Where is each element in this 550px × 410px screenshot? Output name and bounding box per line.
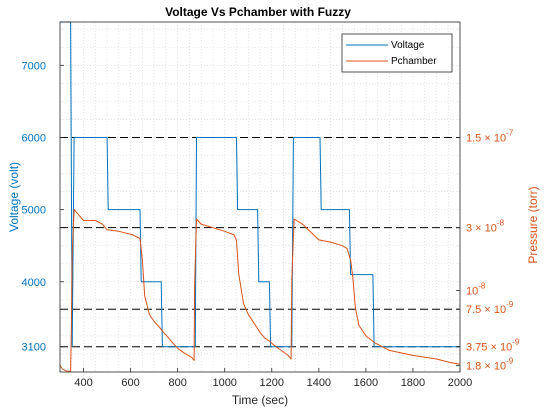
y-tick-label-right: 3 × 10-8 (466, 219, 505, 235)
x-axis-label: Time (sec) (232, 393, 288, 407)
y-tick-label-left: 6000 (22, 132, 46, 144)
grid (60, 22, 460, 372)
y-tick-label-right: 10-8 (466, 281, 486, 297)
y-tick-label-right: 3.75 × 10-9 (466, 338, 520, 354)
legend-label-pchamber: Pchamber (391, 56, 437, 67)
x-tick-label: 1000 (212, 377, 236, 389)
series-line-pchamber (59, 209, 461, 372)
y-tick-label-right: 1.8 × 10-9 (466, 357, 514, 373)
x-tick-label: 800 (168, 377, 186, 389)
x-tick-label: 2000 (448, 377, 472, 389)
legend: Voltage Pchamber (341, 33, 453, 73)
y-tick-label-left: 4000 (22, 277, 46, 289)
x-tick-label: 1800 (401, 377, 425, 389)
series-line-voltage (60, 21, 460, 348)
y-tick-label-right: 1.5 × 10-7 (466, 128, 514, 144)
legend-box (341, 33, 453, 73)
y-axis-left-label: Voltage (volt) (7, 162, 21, 232)
x-tick-label: 1400 (307, 377, 331, 389)
legend-label-voltage: Voltage (391, 40, 425, 51)
y-tick-label-left: 3100 (22, 342, 46, 354)
x-tick-label: 1600 (354, 377, 378, 389)
x-tick-label: 1200 (260, 377, 284, 389)
y-tick-label-left: 7000 (22, 60, 46, 72)
chart-title: Voltage Vs Pchamber with Fuzzy (165, 5, 351, 19)
x-tick-label: 400 (74, 377, 92, 389)
y-axis-right-label: Pressure (torr) (526, 186, 540, 263)
reference-lines (60, 136, 460, 348)
axes: 400 600 800 1000 1200 1400 1600 1800 2000 3100 400… (22, 60, 520, 389)
y-tick-label-right: 7.5 × 10-9 (466, 300, 514, 316)
plot-frame (59, 21, 461, 373)
series (59, 21, 461, 372)
x-tick-label: 600 (121, 377, 139, 389)
y-tick-label-left: 5000 (22, 205, 46, 217)
